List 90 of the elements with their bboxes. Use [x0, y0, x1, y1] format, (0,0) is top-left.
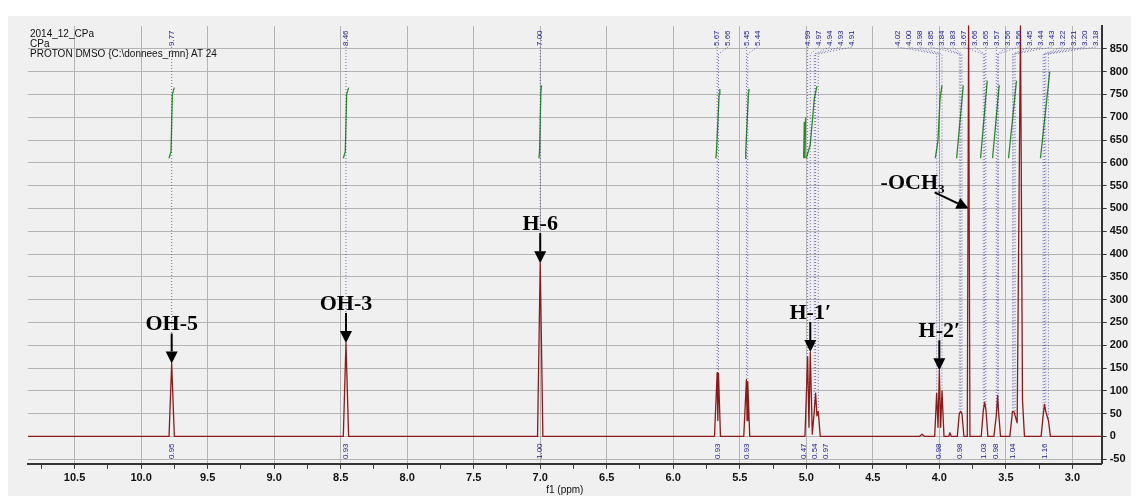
text: CPa [30, 38, 50, 49]
y-tick-label: 250 [1109, 315, 1129, 328]
annotation: 4.94 [824, 29, 834, 46]
annotation: 0.95 [166, 442, 176, 460]
annotation: 4.93 [835, 29, 845, 46]
annotation: 5.44 [752, 29, 762, 46]
y-tick-label: 150 [1109, 361, 1129, 374]
annotation: 1.04 [1007, 442, 1017, 460]
annotation: 5.67 [712, 29, 722, 46]
annotation: 5.45 [741, 29, 751, 46]
annotation: 4.91 [846, 29, 856, 46]
y-tick-label: 0 [1109, 429, 1116, 442]
y-tick-label: 350 [1109, 269, 1129, 282]
y-tick-label: 800 [1109, 64, 1129, 77]
y-tick-label: 500 [1109, 201, 1129, 214]
annotation: 0.98 [955, 442, 965, 460]
annotation: 3.43 [1046, 29, 1056, 46]
annotation: 3.20 [1079, 29, 1089, 46]
annotation: 3.44 [1035, 29, 1045, 46]
annotation: 3.22 [1057, 29, 1067, 46]
annotation: 3.21 [1068, 29, 1078, 46]
y-tick-label: 50 [1109, 406, 1122, 419]
annotation: 3.67 [958, 29, 968, 46]
annotation: 8.46 [341, 29, 351, 46]
y-tick-label: 200 [1109, 338, 1129, 351]
annotation: 4.02 [892, 29, 902, 46]
x-tick-label: 5.5 [732, 471, 748, 484]
x-tick-label: 7.5 [466, 471, 482, 484]
y-tick-label: -50 [1109, 452, 1126, 465]
x-tick-label: 5.0 [798, 471, 814, 484]
x-tick-label: 10.5 [63, 471, 86, 484]
annotation: -OCH₃ [880, 169, 946, 195]
x-tick-label: 3.5 [998, 471, 1014, 484]
y-tick-label: 650 [1109, 133, 1129, 146]
y-tick-label: 600 [1109, 155, 1129, 168]
y-tick-label: 850 [1109, 41, 1129, 54]
annotation: 0.98 [991, 442, 1001, 460]
annotation: 0.93 [742, 442, 752, 460]
annotation: 3.66 [969, 29, 979, 46]
annotation: 3.18 [1090, 29, 1100, 46]
annotation: 0.93 [713, 442, 723, 460]
y-tick-label: 550 [1109, 178, 1129, 191]
annotation: 3.45 [1024, 29, 1034, 46]
y-tick-label: 450 [1109, 224, 1129, 237]
x-tick-label: 8.5 [333, 471, 349, 484]
x-tick-label: 10.0 [130, 471, 152, 484]
annotation: 0.98 [933, 442, 943, 460]
annotation: H-1′ [789, 299, 832, 325]
x-tick-label: 4.0 [931, 471, 947, 484]
annotation: 1.16 [1040, 442, 1050, 460]
annotation: 4.97 [813, 29, 823, 46]
annotation: H-6 [522, 210, 558, 236]
x-axis-title: f1 (ppm) [546, 483, 584, 495]
annotation: 1.03 [979, 442, 989, 460]
x-tick-label: 6.5 [599, 471, 615, 484]
annotation: 3.83 [947, 29, 957, 46]
annotation: 3.57 [991, 29, 1001, 46]
annotation: OH-3 [319, 289, 373, 315]
annotation: 9.77 [166, 29, 176, 46]
annotation: PROTON DMSO {C:\donnees_rmn} AT 24 [30, 48, 218, 59]
x-tick-label: 9.5 [199, 471, 216, 484]
x-tick-label: 8.0 [399, 471, 415, 484]
x-tick-label: 9.0 [266, 471, 282, 484]
annotation: 5.66 [723, 29, 733, 46]
x-tick-label: 3.0 [1064, 471, 1081, 484]
annotation: 7.00 [535, 29, 545, 46]
annotation: H-2′ [918, 317, 961, 343]
annotation: 4.00 [903, 29, 913, 46]
annotation: OH-5 [145, 310, 198, 336]
annotation: 1.00 [535, 442, 545, 460]
x-tick-label: 7.0 [532, 471, 548, 484]
y-tick-label: 100 [1109, 383, 1129, 396]
annotation: 3.98 [914, 29, 924, 46]
annotation: 3.56 [1002, 29, 1012, 46]
annotation: 0.93 [341, 442, 351, 460]
annotation: 3.84 [936, 29, 946, 46]
chart-title: 2014_12_CPa [30, 28, 95, 39]
x-tick-label: 6.0 [665, 471, 681, 484]
y-tick-label: 300 [1109, 292, 1129, 305]
y-tick-label: 700 [1109, 110, 1129, 123]
annotation: 0.54 [810, 442, 820, 460]
annotation: 4.99 [802, 29, 812, 46]
annotation: 0.47 [799, 442, 809, 460]
annotation: 3.85 [925, 29, 935, 46]
annotation: 0.97 [821, 442, 831, 460]
y-tick-label: 400 [1109, 247, 1129, 260]
x-tick-label: 4.5 [865, 471, 881, 484]
y-tick-label: 750 [1109, 87, 1129, 100]
annotation: 3.56 [1013, 29, 1023, 46]
annotation: 3.65 [980, 29, 990, 46]
